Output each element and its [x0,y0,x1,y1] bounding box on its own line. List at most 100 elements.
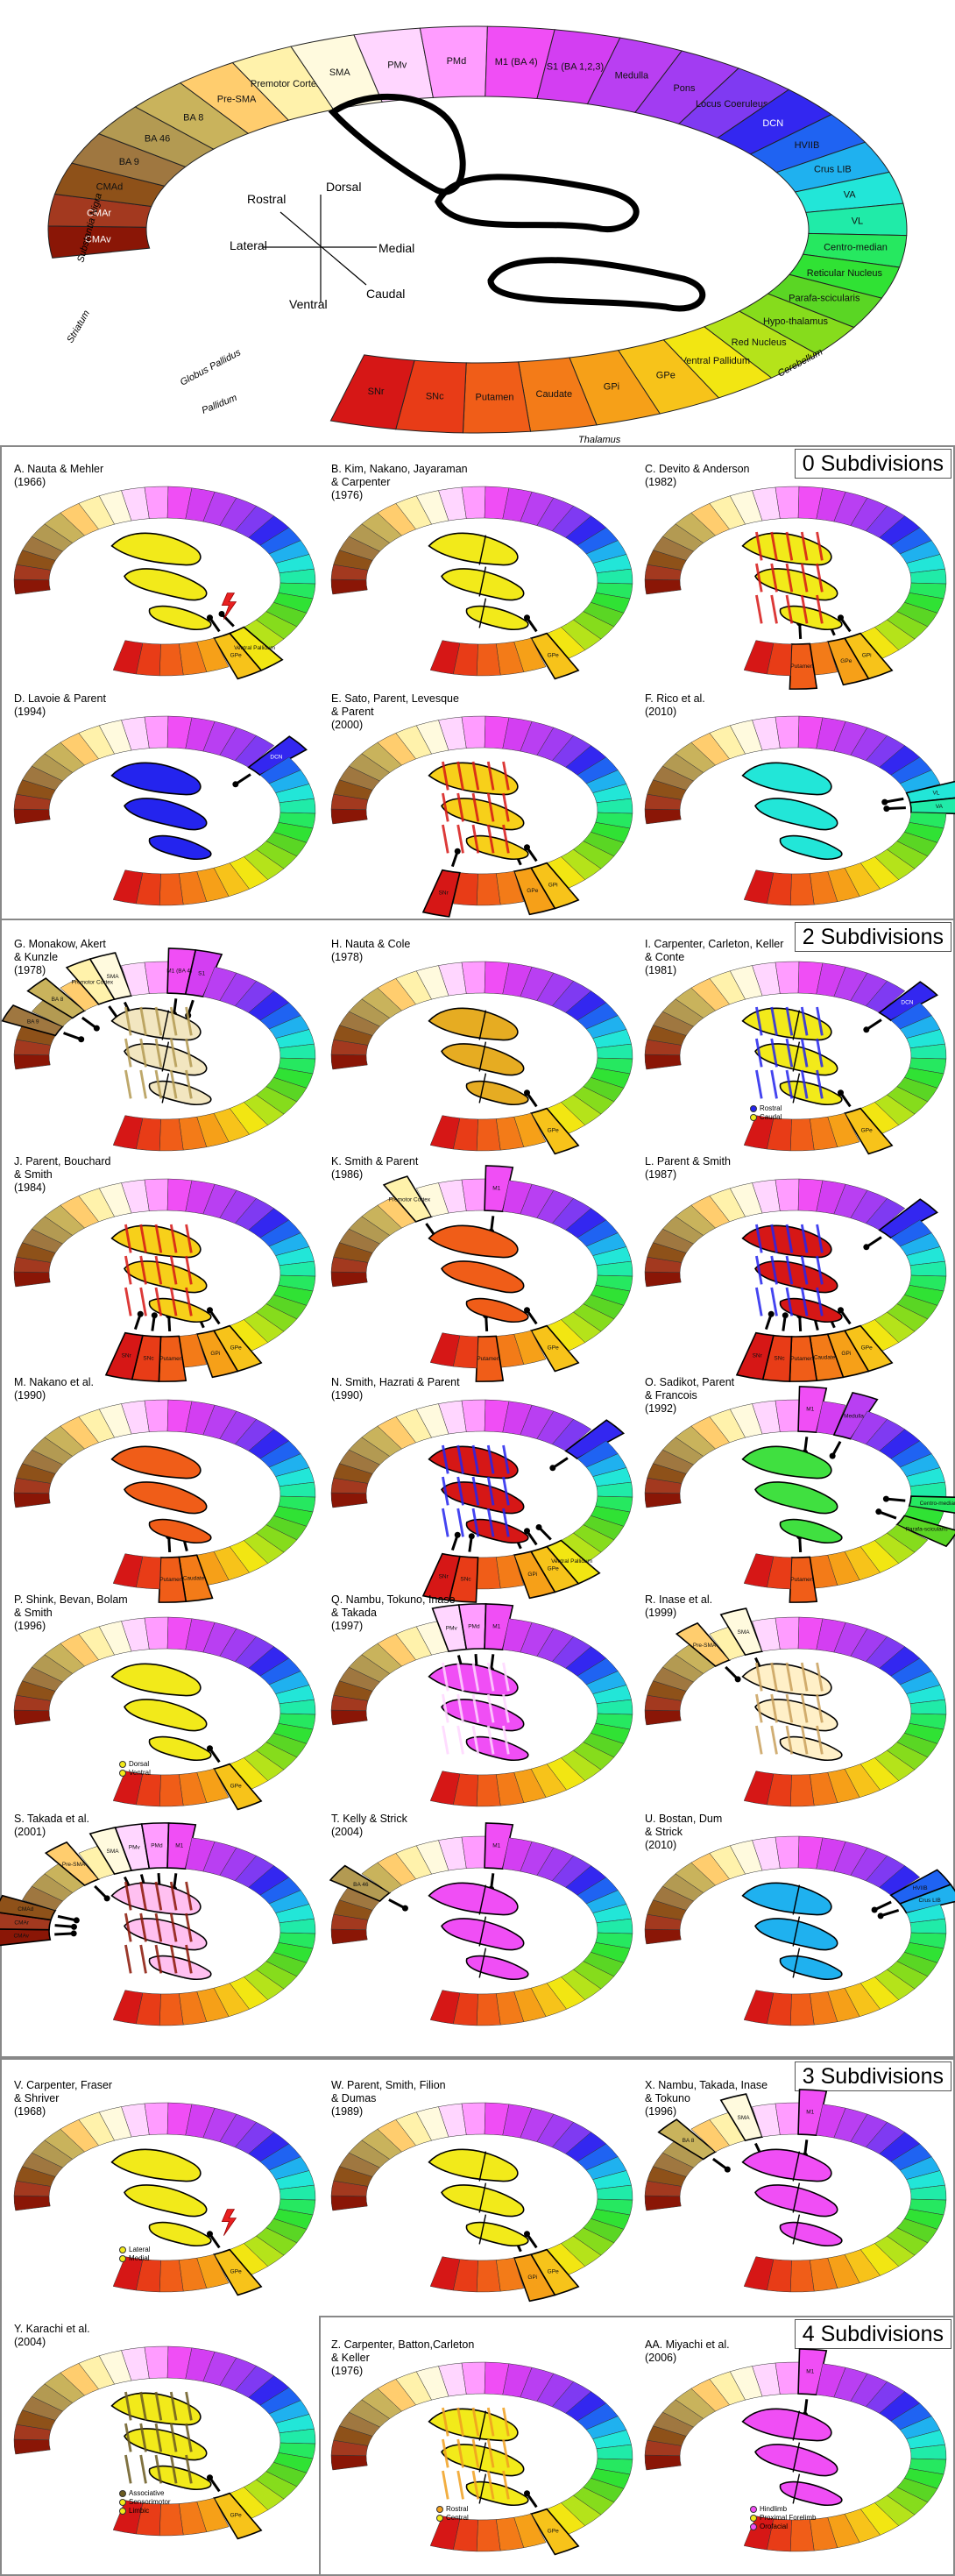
panel-stn-stripe [486,2407,495,2437]
study-panel-g: BA 8 BA 9 Premotor Cortex SMA M1 (BA 4) S1 G. … [1,938,318,1157]
projection-arrowhead [883,805,890,813]
projection-arrowhead [837,614,844,621]
panel-stn-section-3 [465,1297,529,1323]
panel-stn-division [792,1948,801,1978]
panel-ring-segment-putamen [789,1774,815,1807]
ring-label-centromedian: Centro-median [824,242,888,252]
projection-arrowhead [401,1905,408,1912]
panel-ring-segment-snr [112,1553,144,1588]
panel-stn-stripe [486,2470,495,2500]
panel-stn-division [792,1073,801,1103]
projection-arrowhead [523,1307,530,1314]
panel-source-label: GPe [230,2512,242,2518]
legend-label: Orofacial [760,2523,789,2530]
panel-stn-stripe [502,792,510,822]
panel-stn-stripe [185,2423,193,2452]
panel-stn-section-2 [124,568,208,601]
panel-stn-stripe [502,2407,510,2437]
ring-label-medulla: Medulla [615,70,649,81]
panel-stn-stripe [442,2407,449,2437]
panel-caption: G. Monakow, Akert & Kunzle (1978) [14,938,106,976]
projection-arrow-vl [886,806,906,811]
ring-label-pmv: PMv [387,60,407,70]
panel-source-label: GPe [861,1345,873,1351]
panel-ring-segment-cmav [330,1492,368,1508]
ring-label-gpe: GPe [656,371,676,381]
panel-stn-division [478,1884,487,1915]
panel-ring-segment-putamen [789,1993,815,2026]
panel-stn-stripe [486,2438,495,2468]
study-panel-j: SNr SNc Putamen GPi GPe J. Parent, Bouchard &… [7,1155,318,1382]
panel-diagram: Pre-SMA SMA [644,1607,947,1807]
panel-stn-stripe [816,1725,824,1755]
projection-arrowhead [724,2166,731,2173]
projection-arrow-centromedian [886,1497,906,1502]
panel-caption: T. Kelly & Strick (2004) [331,1813,407,1838]
panel-stn-division [478,2473,487,2504]
legend-label: Lateral [129,2246,151,2253]
legend-swatch [119,1761,126,1768]
study-panel-s: CMAd CMAr CMAv Pre-SMA SMA PMv PMd M1 S. Takada … [0,1813,318,2032]
ring-label-ventralpallidum: Ventral Pallidum [681,356,751,366]
panel-stn-section-2 [124,2428,208,2461]
panel-stn-section-3 [465,1955,529,1980]
study-panel-y: GPe Y. Karachi et al. (2004) Associative Se… [7,2323,318,2542]
panel-diagram: GPe [330,961,633,1155]
panel-source-label: Ventral Pallidum [551,1558,592,1565]
panel-legend: Dorsal Ventral [119,1760,151,1778]
panel-stn-stripe [154,1287,163,1316]
orient-dorsal: Dorsal [326,180,361,194]
panel-ring-segment-putamen [476,643,501,677]
panel-stn-stripe [816,1038,824,1068]
panel-ring-segment-snr [104,1331,144,1380]
panel-stn-stripe [816,1006,824,1036]
ring-label-rednucleus: Red Nucleus [732,337,787,348]
legend-label: Ventral [129,1769,151,1777]
panel-ring-segment-snr [743,640,775,675]
panel-source-label: Premotor Cortex [388,1196,430,1203]
panel-ring-segment-snr [429,1771,461,1806]
panel-stn-stripe [486,824,495,854]
legend-item: Dorsal [119,1760,151,1769]
panel-stn-division [792,2473,801,2504]
ring-label-parafascicularis: Parafa-scicularis [789,294,860,304]
panel-ring-segment-cmav [13,1492,51,1508]
panel-diagram: BA 46 M1 [329,1822,633,2026]
panel-stn-division [792,2410,801,2441]
panel-stn-stripe [124,1224,132,1253]
panel-stn-division [478,1916,487,1947]
panel-stn-stripe [471,761,480,791]
orient-lateral: Lateral [230,238,267,252]
panel-ring-segment-snr [421,1552,461,1601]
panel-stn-section-3 [465,605,529,630]
panel-stn-division [792,1884,801,1915]
orientation-compass: Rostral Dorsal Lateral Medial Ventral Caudal [230,180,414,311]
panel-ring-segment-cmav [13,578,51,595]
legend-swatch [119,2255,126,2262]
ring-label-pons: Pons [673,83,696,94]
ring-label-hviib: HVIIB [795,140,820,151]
panel-source-label: Pre-SMA [693,1643,717,1649]
study-panel-e: SNr GPi GPe E. Sato, Parent, Levesque & Par… [324,692,635,918]
projection-arrowhead [875,1508,882,1515]
panel-source-label: GPe [840,658,852,664]
panel-diagram: VL VA [644,715,955,906]
panel-stn-section-2 [754,1699,838,1732]
panel-ring-segment-cmav [330,808,368,825]
panel-legend: Rostral Central [436,2505,469,2523]
panel-caption: C. Devito & Anderson (1982) [645,463,750,488]
panel-ring-segment-putamen [789,2260,815,2293]
panel-stn-stripe [502,1476,510,1506]
panel-stn-division [792,2442,801,2473]
study-panel-h: GPe H. Nauta & Cole (1978) [324,938,635,1157]
panel-ring-segment-putamen [476,2519,501,2552]
panel-ring-segment-putamen [476,873,501,906]
panel-ring-segment-putamen [476,1993,501,2026]
panel-stn-stripe [139,1944,147,1974]
projection-arrowhead [206,1307,213,1314]
ring-label-putamen: Putamen [475,393,513,403]
panel-diagram: SNr SNc Putamen GPi GPe [13,1178,316,1382]
legend-item: Caudal [750,1113,782,1122]
panel-stn-stripe [442,1476,449,1506]
